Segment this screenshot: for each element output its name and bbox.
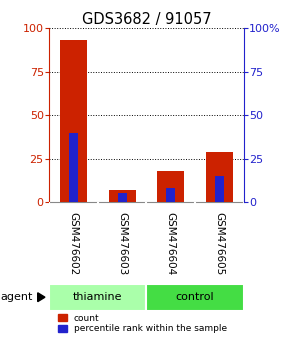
Bar [166,188,175,202]
Bar [60,40,87,202]
Bar [118,193,126,202]
Bar [146,284,244,311]
Text: GSM476602: GSM476602 [69,212,79,275]
Text: control: control [176,292,214,302]
Legend: count, percentile rank within the sample: count, percentile rank within the sample [58,314,227,333]
Bar [49,284,146,311]
Title: GDS3682 / 91057: GDS3682 / 91057 [82,12,211,27]
Text: GSM476604: GSM476604 [166,212,176,275]
Text: agent: agent [0,292,32,302]
Text: GSM476605: GSM476605 [214,212,224,275]
Bar [206,152,233,202]
Bar [157,171,184,202]
Text: thiamine: thiamine [73,292,123,302]
Text: GSM476603: GSM476603 [117,212,127,275]
Bar [109,190,135,202]
Bar [215,176,224,202]
Bar [69,133,78,202]
